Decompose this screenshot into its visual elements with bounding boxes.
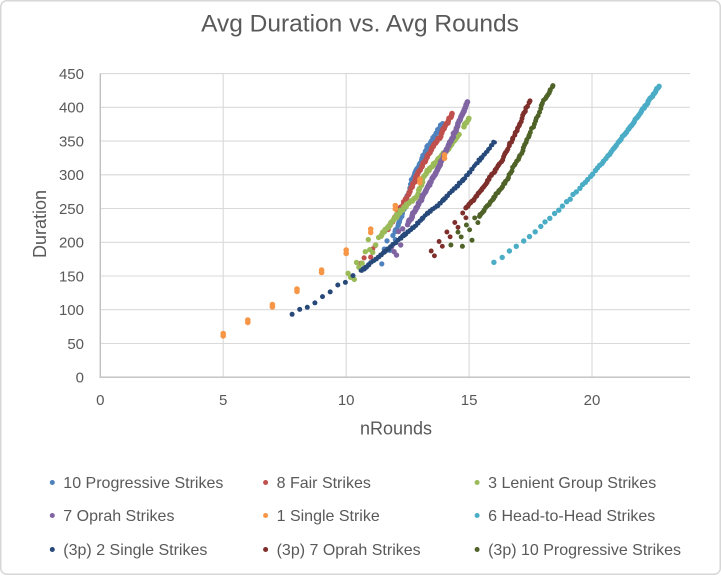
svg-text:150: 150	[59, 268, 84, 285]
svg-text:20: 20	[584, 392, 601, 409]
svg-text:10: 10	[338, 392, 355, 409]
svg-text:1 Single Strike: 1 Single Strike	[277, 508, 380, 525]
svg-text:50: 50	[67, 336, 84, 353]
svg-text:3 Lenient Group Strikes: 3 Lenient Group Strikes	[488, 475, 656, 492]
svg-text:6 Head-to-Head Strikes: 6 Head-to-Head Strikes	[488, 508, 655, 525]
svg-text:Duration: Duration	[30, 190, 50, 258]
svg-text:10 Progressive Strikes: 10 Progressive Strikes	[63, 475, 223, 492]
svg-text:15: 15	[461, 392, 478, 409]
svg-text:5: 5	[219, 392, 227, 409]
svg-text:(3p) 7 Oprah Strikes: (3p) 7 Oprah Strikes	[277, 542, 421, 559]
svg-text:(3p) 2 Single Strikes: (3p) 2 Single Strikes	[63, 542, 207, 559]
svg-text:nRounds: nRounds	[360, 419, 432, 439]
svg-text:8 Fair Strikes: 8 Fair Strikes	[277, 475, 371, 492]
svg-text:Avg Duration vs. Avg Rounds: Avg Duration vs. Avg Rounds	[201, 11, 519, 38]
svg-text:200: 200	[59, 235, 84, 252]
svg-text:350: 350	[59, 134, 84, 151]
svg-text:450: 450	[59, 66, 84, 83]
svg-text:400: 400	[59, 100, 84, 117]
svg-text:0: 0	[76, 370, 84, 387]
svg-text:(3p) 10 Progressive Strikes: (3p) 10 Progressive Strikes	[488, 542, 681, 559]
svg-text:100: 100	[59, 302, 84, 319]
svg-text:7 Oprah Strikes: 7 Oprah Strikes	[63, 508, 174, 525]
svg-text:250: 250	[59, 201, 84, 218]
svg-text:0: 0	[96, 392, 104, 409]
svg-text:300: 300	[59, 167, 84, 184]
